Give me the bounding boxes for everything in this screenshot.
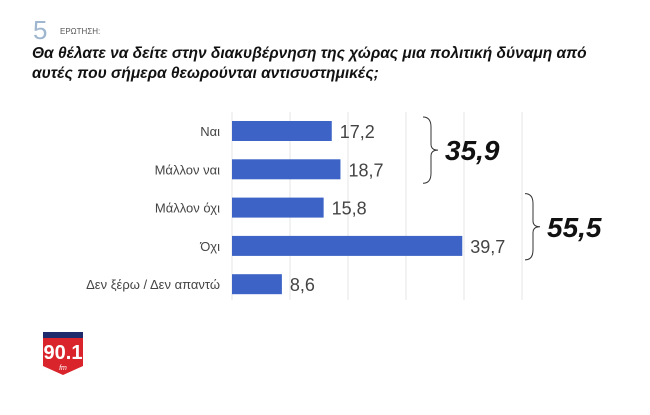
category-label: Όχι (199, 239, 220, 254)
value-label: 8,6 (290, 275, 315, 295)
svg-text:90.1: 90.1 (44, 342, 83, 364)
value-label: 39,7 (470, 237, 505, 257)
value-label: 17,2 (340, 122, 375, 142)
question-number: 5 (33, 15, 48, 45)
bar (232, 235, 463, 256)
question-label: ΕΡΩΤΗΣΗ: (60, 27, 101, 36)
group-total-yes: 35,9 (445, 135, 500, 166)
brace (422, 116, 439, 184)
value-label: 15,8 (332, 199, 367, 219)
bar (232, 159, 341, 180)
svg-text:fm: fm (59, 365, 67, 372)
bar (232, 121, 332, 141)
category-label: Μάλλον ναι (155, 162, 221, 177)
chart-title: Θα θέλατε να δείτε στην διακυβέρνηση της… (32, 45, 587, 82)
group-total-no: 55,5 (547, 212, 602, 243)
radio-logo: 90.1 fm (43, 332, 83, 375)
brace (524, 193, 541, 261)
value-label: 18,7 (348, 160, 383, 180)
category-label: Ναι (200, 124, 220, 139)
category-label: Μάλλον όχι (155, 201, 220, 216)
bar (232, 274, 282, 295)
bar (232, 197, 324, 218)
category-label: Δεν ξέρω / Δεν απαντώ (86, 277, 220, 292)
